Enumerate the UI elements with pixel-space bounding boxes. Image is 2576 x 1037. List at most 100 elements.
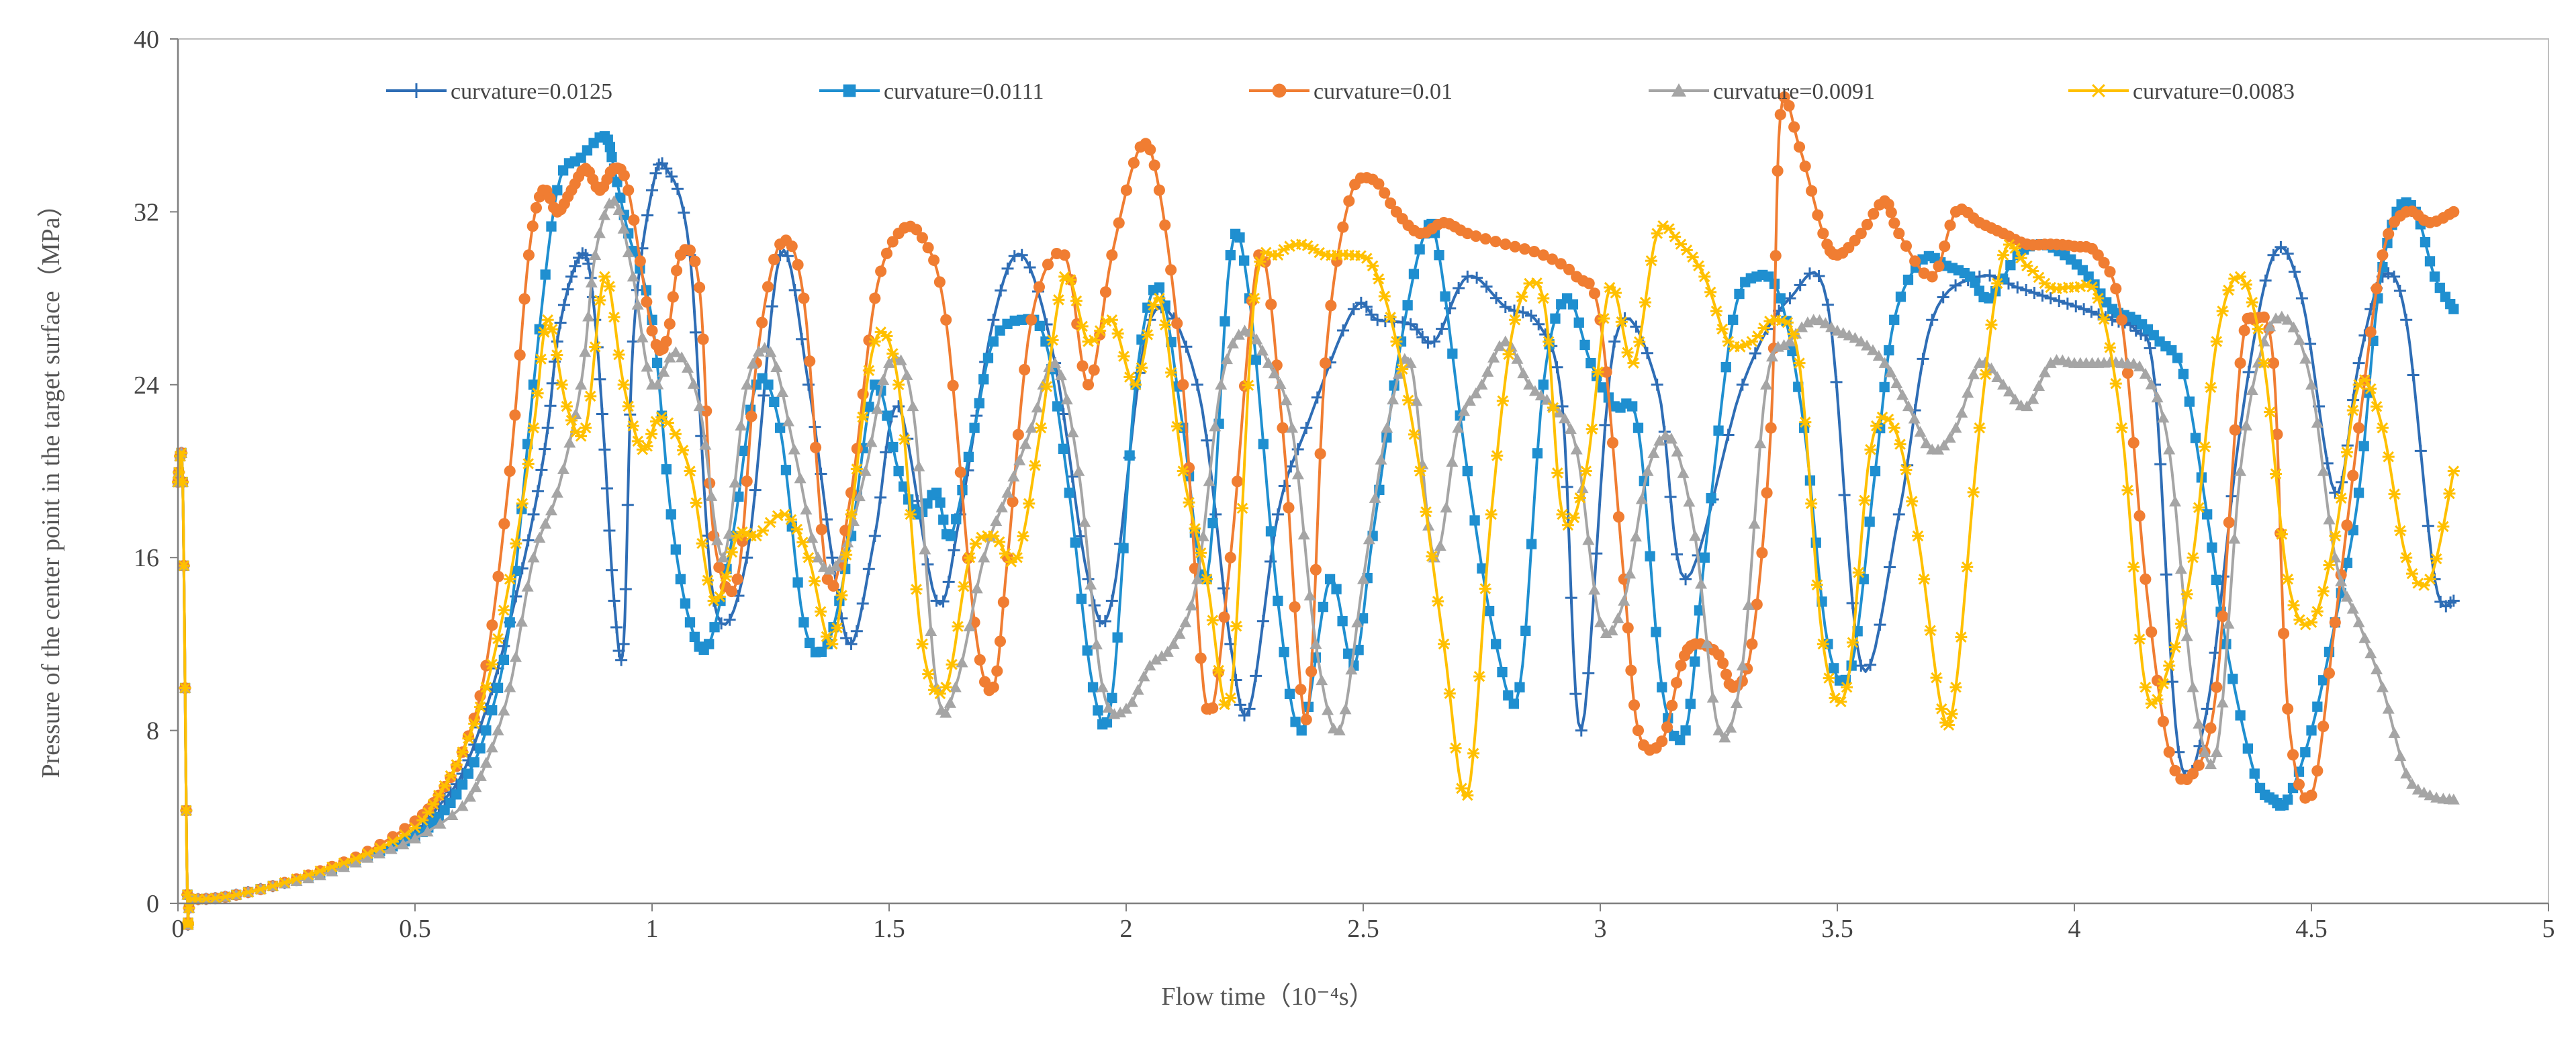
data-point-marker <box>173 466 185 478</box>
data-point-marker <box>853 490 866 502</box>
data-point-marker <box>815 523 827 535</box>
data-point-marker <box>766 300 778 313</box>
data-point-marker <box>982 353 994 363</box>
data-point-marker <box>1256 345 1269 356</box>
data-point-marker <box>1888 422 1900 434</box>
data-point-marker <box>2317 721 2330 733</box>
x-tick-label: 3.5 <box>1821 915 1853 943</box>
data-point-marker <box>875 265 887 277</box>
data-point-marker <box>1555 258 1567 270</box>
data-point-marker <box>2222 617 2235 629</box>
data-point-marker <box>457 779 468 790</box>
data-point-marker <box>1530 277 1543 289</box>
data-point-marker <box>933 276 946 288</box>
data-point-marker <box>386 836 399 848</box>
data-point-marker <box>1532 318 1545 330</box>
data-point-marker <box>1031 401 1044 413</box>
data-point-marker <box>1902 400 1915 412</box>
data-point-marker <box>1632 725 1645 737</box>
data-point-marker <box>987 681 999 693</box>
data-point-marker <box>1107 692 1117 703</box>
data-point-marker <box>1120 184 1132 196</box>
data-point-marker <box>1165 264 1177 276</box>
data-point-marker <box>302 872 315 884</box>
data-point-marker <box>2246 296 2258 308</box>
data-point-marker <box>2163 746 2175 758</box>
data-point-marker <box>2311 765 2324 777</box>
data-point-marker <box>702 574 715 586</box>
data-point-marker <box>2190 433 2201 443</box>
data-point-marker <box>1436 322 1448 335</box>
data-point-marker <box>694 281 706 294</box>
data-point-marker <box>561 283 574 296</box>
data-point-marker <box>1882 413 1894 425</box>
data-point-marker <box>2199 746 2211 757</box>
data-point-marker <box>1144 660 1156 671</box>
data-point-marker <box>2028 287 2041 300</box>
data-point-marker <box>627 420 639 432</box>
data-point-marker <box>1884 366 1897 377</box>
data-point-marker <box>2092 292 2105 304</box>
data-point-marker <box>555 379 568 391</box>
data-point-marker <box>898 433 911 445</box>
data-point-marker <box>2388 270 2401 283</box>
data-point-marker <box>2211 681 2223 693</box>
data-point-marker <box>535 353 547 365</box>
data-point-marker <box>669 428 682 440</box>
data-point-marker <box>1663 223 1675 234</box>
data-point-marker <box>1254 256 1267 267</box>
data-point-marker <box>804 637 815 649</box>
data-point-marker <box>974 653 986 666</box>
data-point-marker <box>1250 354 1261 365</box>
data-point-marker <box>2216 696 2229 708</box>
data-point-marker <box>868 336 881 347</box>
data-point-marker <box>1564 422 1577 435</box>
data-point-marker <box>180 805 193 817</box>
data-point-marker <box>2003 386 2015 397</box>
data-point-marker <box>1858 574 1869 585</box>
data-point-marker <box>1945 708 1958 720</box>
data-point-marker <box>1720 668 1733 680</box>
data-point-marker <box>1408 429 1420 441</box>
data-point-marker <box>2086 281 2099 293</box>
data-point-marker <box>2424 574 2436 585</box>
data-point-marker <box>2154 458 2167 471</box>
data-point-marker <box>709 622 720 633</box>
data-point-marker <box>545 504 557 516</box>
data-point-marker <box>1290 717 1301 727</box>
data-point-marker <box>874 491 887 504</box>
data-point-marker <box>1979 369 1992 380</box>
data-point-marker <box>498 654 510 666</box>
data-point-marker <box>2358 441 2369 451</box>
data-point-marker <box>2005 260 2016 271</box>
data-point-marker <box>1280 394 1293 406</box>
data-point-marker <box>522 458 535 469</box>
data-point-marker <box>764 346 777 357</box>
data-point-marker <box>1447 348 1458 359</box>
data-point-marker <box>1628 699 1641 711</box>
data-point-marker <box>2038 366 2051 377</box>
data-point-marker <box>598 443 611 456</box>
data-point-marker <box>901 369 913 380</box>
data-point-marker <box>1410 395 1423 406</box>
data-point-marker <box>725 586 737 598</box>
data-point-marker <box>641 361 653 372</box>
data-point-marker <box>1912 530 1925 542</box>
data-point-marker <box>539 517 552 529</box>
data-point-marker <box>696 537 708 549</box>
data-point-marker <box>1683 496 1696 507</box>
data-point-marker <box>729 476 741 488</box>
data-point-marker <box>498 518 510 530</box>
data-point-marker <box>1606 437 1619 449</box>
data-point-marker <box>2299 353 2312 364</box>
data-point-marker <box>2424 256 2436 267</box>
data-point-marker <box>1058 249 1070 261</box>
data-point-marker <box>1997 249 2010 261</box>
data-point-marker <box>893 465 904 477</box>
data-point-marker <box>2252 323 2264 334</box>
data-point-marker <box>1761 487 1773 499</box>
data-point-marker <box>916 638 929 650</box>
data-point-marker <box>492 633 504 645</box>
data-point-marker <box>864 402 874 412</box>
data-point-marker <box>1278 480 1291 492</box>
